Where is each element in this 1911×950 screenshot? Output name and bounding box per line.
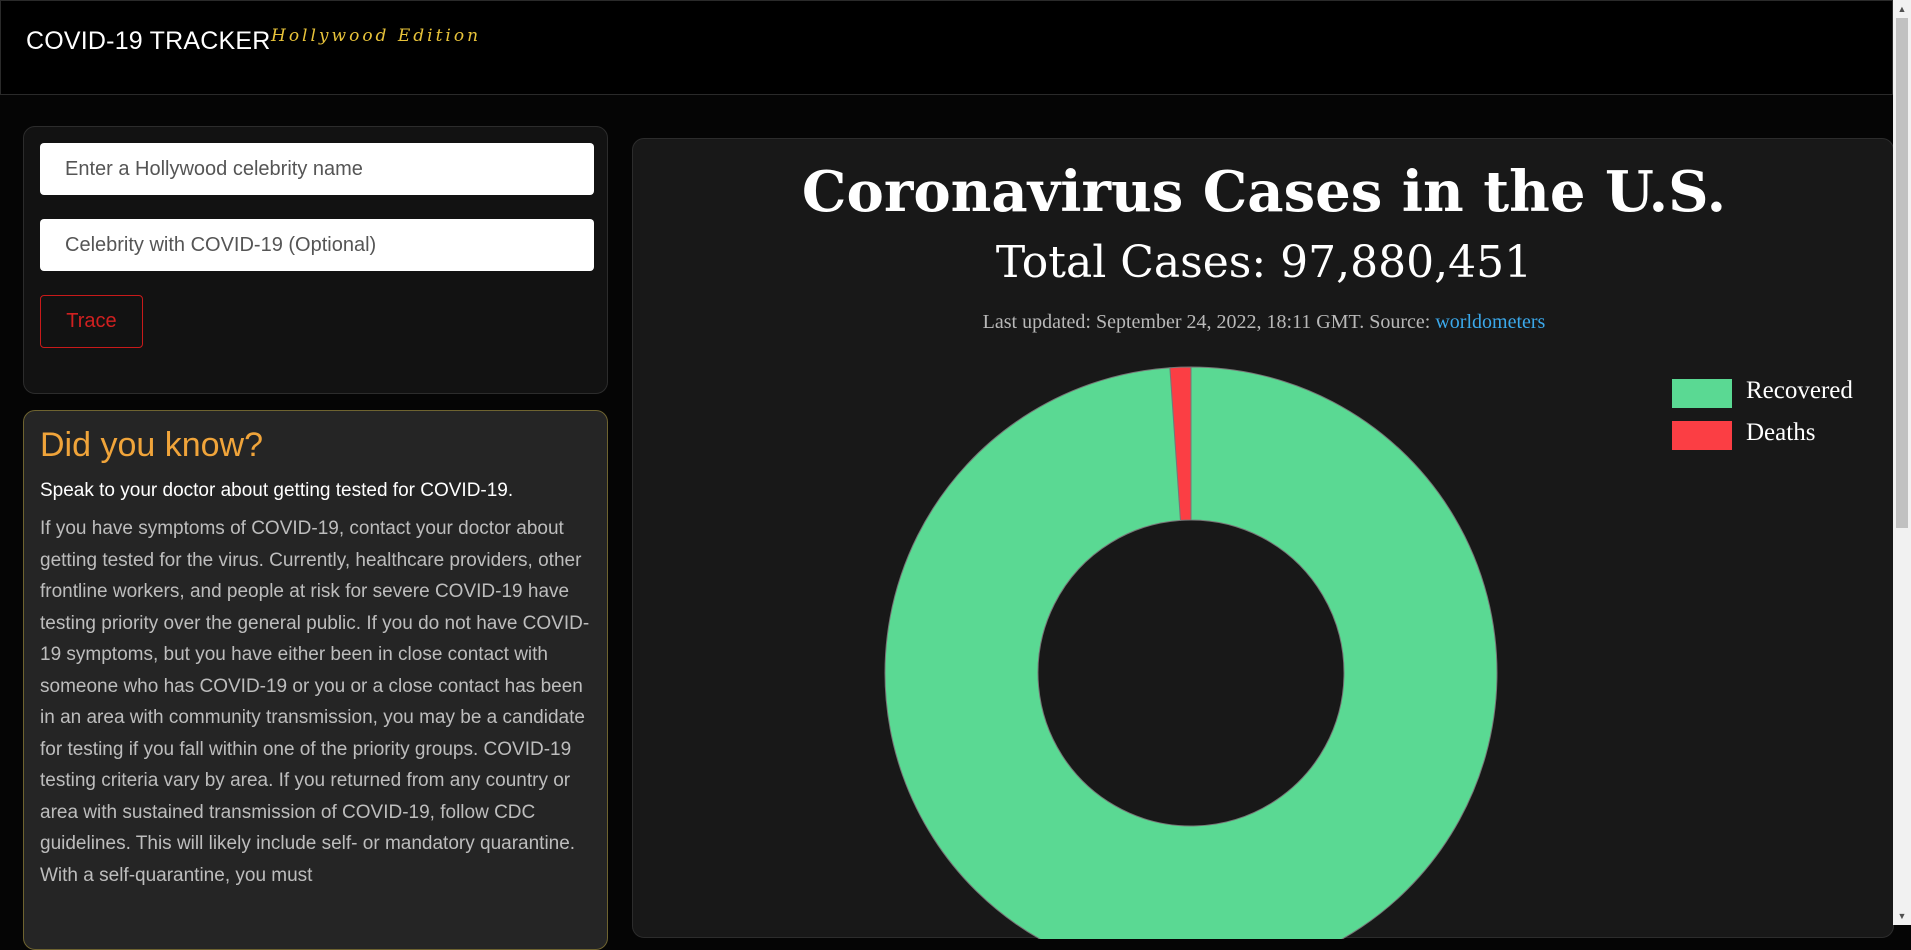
legend-swatch	[1672, 379, 1732, 408]
scroll-up-icon[interactable]: ▲	[1897, 4, 1907, 14]
legend-label: Recovered	[1746, 377, 1853, 404]
edition-tagline: Hollywood Edition	[271, 26, 482, 46]
legend-label: Deaths	[1746, 419, 1816, 446]
last-updated-text: Last updated: September 24, 2022, 18:11 …	[982, 311, 1436, 333]
legend-swatch	[1672, 421, 1732, 450]
chart-title: Coronavirus Cases in the U.S.	[801, 159, 1727, 225]
source-link[interactable]: worldometers	[1435, 311, 1546, 333]
info-body: If you have symptoms of COVID-19, contac…	[40, 518, 590, 886]
slice-recovered[interactable]	[884, 366, 1498, 939]
brand-title[interactable]: COVID-19 TRACKER	[26, 27, 271, 55]
info-title: Did you know?	[40, 426, 264, 464]
did-you-know-card: Did you know? Speak to your doctor about…	[23, 410, 608, 950]
info-subtitle: Speak to your doctor about getting teste…	[40, 480, 514, 501]
search-card: Trace	[23, 126, 608, 394]
navbar: COVID-19 TRACKER Hollywood Edition	[0, 0, 1893, 95]
doughnut-chart	[884, 366, 1498, 939]
chart-card: Coronavirus Cases in the U.S. Total Case…	[632, 138, 1895, 939]
vertical-scrollbar[interactable]: ▲ ▼	[1893, 0, 1911, 925]
scroll-down-icon[interactable]: ▼	[1897, 911, 1907, 921]
total-cases: Total Cases: 97,880,451	[995, 237, 1533, 288]
trace-button[interactable]: Trace	[40, 295, 143, 348]
last-updated: Last updated: September 24, 2022, 18:11 …	[633, 311, 1895, 334]
scrollbar-thumb[interactable]	[1896, 18, 1908, 528]
covid-celebrity-input[interactable]	[40, 219, 594, 271]
celebrity-name-input[interactable]	[40, 143, 594, 195]
